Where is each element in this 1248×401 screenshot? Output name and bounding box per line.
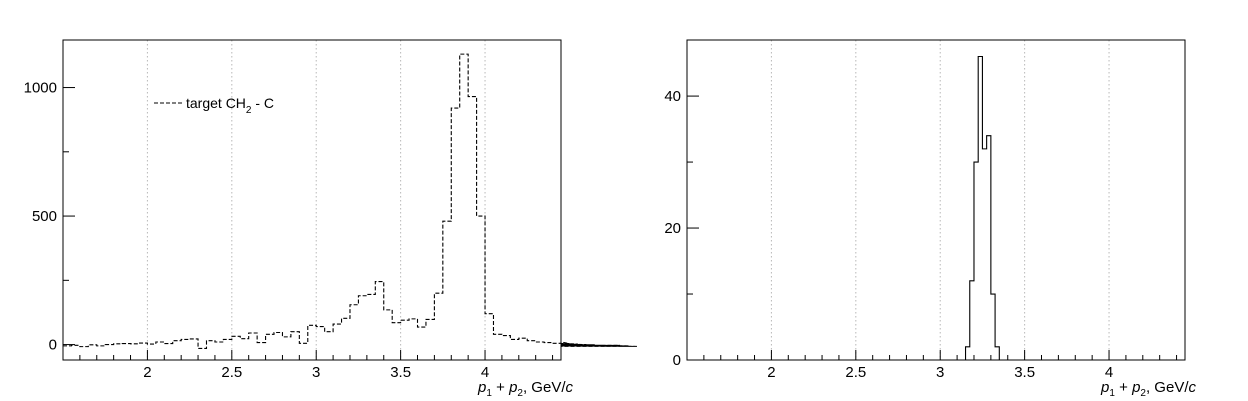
grid-lines [146,40,486,360]
plot-frame [62,39,562,361]
x-tick-label: 4 [1105,364,1113,381]
y-tick-label: 1000 [24,80,57,97]
x-tick-label: 2 [767,364,775,381]
x-tick-label: 3 [312,364,320,381]
y-tick-label: 0 [673,352,681,369]
x-tick-label: 3 [936,364,944,381]
y-tick-label: 0 [49,337,57,354]
histogram-series [964,55,1000,360]
histogram-panel-right: 2 2.5 3 3.5 4 0 20 40 p1 + p2, GeV/c [664,39,1197,399]
histogram-series-ch2-minus-c [63,53,637,349]
x-tick-label: 4 [481,364,489,381]
legend-label: target CH2 - C [186,95,274,116]
x-axis: 2 2.5 3 3.5 4 [703,350,1178,381]
x-tick-label: 2 [143,364,151,381]
x-tick-label: 2.5 [845,364,866,381]
y-axis: 0 500 1000 [24,80,75,354]
histogram-panel-left: 2 2.5 3 3.5 4 0 500 1000 p1 + p2, GeV/c target… [24,39,637,399]
legend: target CH2 - C [154,95,274,116]
plot-frame [686,39,1186,361]
x-tick-label: 2.5 [221,364,242,381]
y-axis: 0 20 40 [664,88,699,369]
x-axis-title: p1 + p2, GeV/c [477,379,573,399]
y-tick-label: 20 [664,220,681,237]
x-tick-label: 3.5 [1014,364,1035,381]
y-tick-label: 500 [32,208,57,225]
grid-lines [770,40,1110,360]
x-axis-title: p1 + p2, GeV/c [1100,379,1196,399]
x-tick-label: 3.5 [390,364,411,381]
y-tick-label: 40 [664,88,681,105]
x-axis: 2 2.5 3 3.5 4 [79,350,554,381]
